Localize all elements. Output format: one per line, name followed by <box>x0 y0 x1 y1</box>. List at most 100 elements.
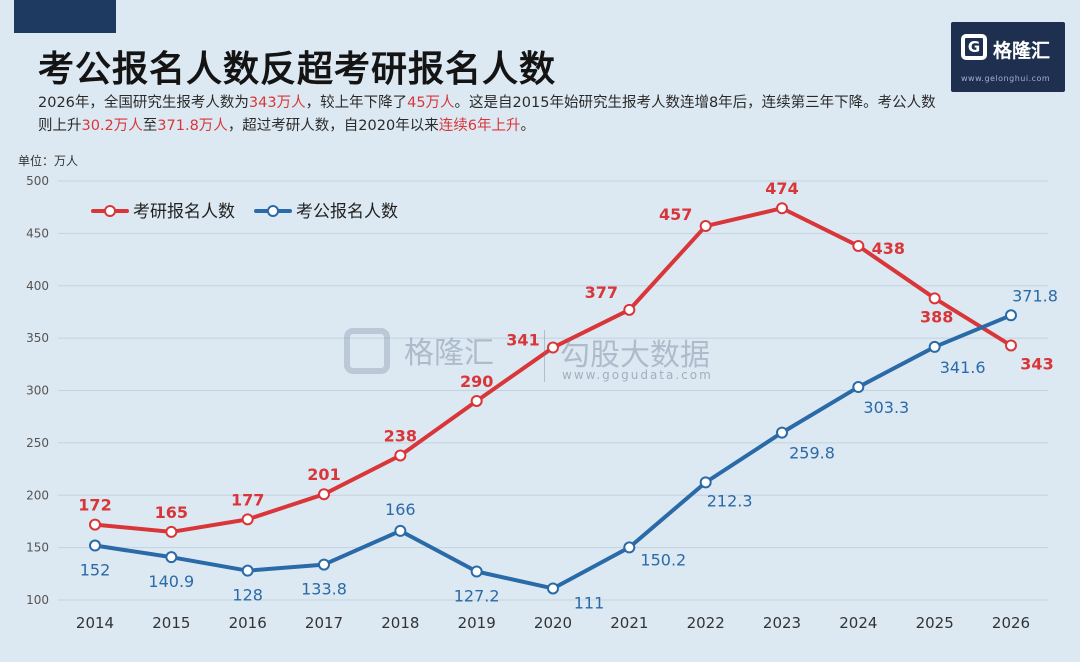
description: 2026年，全国研究生报考人数为343万人，较上年下降了45万人。这是自2015… <box>38 92 938 138</box>
data-label: 474 <box>765 179 798 198</box>
data-label: 150.2 <box>640 550 686 569</box>
data-point <box>241 564 254 577</box>
data-label: 133.8 <box>301 580 347 599</box>
data-label: 212.3 <box>707 491 753 510</box>
watermark-icon <box>344 328 390 374</box>
data-point <box>928 292 941 305</box>
data-point <box>699 476 712 489</box>
y-tick-label: 300 <box>26 384 49 398</box>
y-tick-label: 450 <box>26 226 49 240</box>
corner-decoration <box>14 0 116 33</box>
data-point <box>623 303 636 316</box>
data-point <box>852 239 865 252</box>
description-highlight-5: 连续6年上升 <box>438 118 521 134</box>
x-tick-label: 2017 <box>305 614 343 632</box>
data-point <box>165 525 178 538</box>
y-tick-label: 250 <box>26 436 49 450</box>
data-point <box>241 513 254 526</box>
watermark-divider <box>544 330 545 382</box>
data-label: 303.3 <box>863 398 909 417</box>
x-tick-label: 2020 <box>534 614 572 632</box>
data-label: 343 <box>1020 354 1053 373</box>
data-label: 127.2 <box>454 587 500 606</box>
data-label: 377 <box>585 283 618 302</box>
x-tick-label: 2026 <box>992 614 1030 632</box>
watermark-brand: 格隆汇 <box>404 336 494 371</box>
y-tick-label: 150 <box>26 541 49 555</box>
x-tick-label: 2018 <box>381 614 419 632</box>
description-highlight-2: 45万人 <box>407 95 455 111</box>
description-highlight-4: 371.8万人 <box>157 118 228 134</box>
legend-marker-kaogong <box>267 205 279 217</box>
description-text-6: 。 <box>520 118 535 134</box>
legend-label-kaoyan: 考研报名人数 <box>133 202 235 222</box>
data-label: 152 <box>80 561 111 580</box>
data-point <box>547 582 559 595</box>
x-tick-label: 2021 <box>610 614 648 632</box>
data-point <box>623 541 636 554</box>
data-point <box>89 539 101 552</box>
data-label: 388 <box>920 307 953 326</box>
description-highlight-3: 30.2万人 <box>81 118 143 134</box>
data-label: 165 <box>155 503 188 522</box>
data-label: 172 <box>78 496 111 515</box>
data-label: 128 <box>232 586 263 605</box>
data-point <box>318 488 330 501</box>
data-label: 290 <box>460 372 493 391</box>
data-label: 457 <box>659 205 692 224</box>
data-point <box>470 565 483 578</box>
data-point <box>547 341 559 354</box>
x-tick-label: 2025 <box>916 614 954 632</box>
watermark-product: 勾股大数据 <box>560 338 710 373</box>
data-label: 341.6 <box>940 358 986 377</box>
data-point <box>1005 309 1017 322</box>
x-tick-label: 2023 <box>763 614 801 632</box>
x-tick-label: 2019 <box>458 614 496 632</box>
data-point <box>470 394 483 407</box>
data-point <box>318 558 330 571</box>
unit-label: 单位：万人 <box>18 154 79 168</box>
data-point <box>776 426 788 439</box>
y-tick-label: 100 <box>26 593 49 607</box>
data-label: 238 <box>384 426 417 445</box>
data-label: 259.8 <box>789 444 835 463</box>
brand-logo: G 格隆汇 www.gelonghui.com <box>951 22 1065 92</box>
watermark-url: www.gogudata.com <box>562 368 713 382</box>
data-point <box>165 551 178 564</box>
data-point <box>852 381 865 394</box>
y-tick-label: 400 <box>26 279 49 293</box>
x-tick-label: 2016 <box>229 614 267 632</box>
data-label: 166 <box>385 500 416 519</box>
description-text-1: 2026年，全国研究生报考人数为 <box>38 95 249 111</box>
legend-label-kaogong: 考公报名人数 <box>296 202 398 222</box>
logo-text: 格隆汇 <box>993 40 1051 62</box>
legend-marker-kaoyan <box>104 205 116 217</box>
y-tick-label: 200 <box>26 488 49 502</box>
x-tick-label: 2015 <box>152 614 190 632</box>
description-text-3: 。这是自2015年始研究生报考人数连增8年后，连续第三年下降。考公人数则上升 <box>38 95 936 134</box>
data-label: 438 <box>872 239 905 258</box>
description-text-5: ，超过考研人数，自2020年以来 <box>227 118 439 134</box>
data-label: 111 <box>574 593 605 612</box>
page-title: 考公报名人数反超考研报名人数 <box>38 49 557 90</box>
y-tick-label: 500 <box>26 174 49 188</box>
data-label: 341 <box>506 331 539 350</box>
data-point <box>394 449 407 462</box>
description-highlight-1: 343万人 <box>248 95 306 111</box>
data-label: 371.8 <box>1012 286 1058 305</box>
logo-subtext: www.gelonghui.com <box>961 74 1051 83</box>
data-label: 177 <box>231 490 264 509</box>
y-tick-label: 350 <box>26 331 49 345</box>
data-point <box>89 518 101 531</box>
data-point <box>1005 339 1017 352</box>
data-label: 201 <box>307 465 340 484</box>
data-point <box>394 524 407 537</box>
x-tick-label: 2022 <box>687 614 725 632</box>
x-tick-label: 2024 <box>839 614 877 632</box>
description-text-4: 至 <box>142 118 158 134</box>
logo-mark-icon: G <box>961 34 987 60</box>
data-point <box>928 340 941 353</box>
description-text-2: ，较上年下降了 <box>305 95 408 111</box>
data-point <box>699 220 712 233</box>
